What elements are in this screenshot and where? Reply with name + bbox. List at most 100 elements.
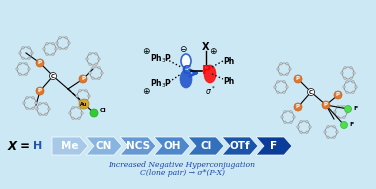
Circle shape (36, 59, 44, 67)
Text: NCS: NCS (126, 141, 150, 151)
Circle shape (88, 95, 90, 97)
Text: $\oplus$: $\oplus$ (209, 46, 217, 56)
Circle shape (25, 73, 27, 75)
Circle shape (48, 108, 50, 110)
Text: Me: Me (61, 141, 79, 151)
Circle shape (19, 52, 21, 54)
Circle shape (355, 86, 357, 88)
Circle shape (277, 81, 279, 83)
Circle shape (344, 67, 346, 69)
Circle shape (324, 131, 326, 133)
Polygon shape (52, 137, 88, 155)
Circle shape (280, 73, 282, 75)
Circle shape (25, 63, 27, 65)
Text: Ph: Ph (223, 57, 234, 66)
Circle shape (286, 63, 288, 65)
Circle shape (98, 58, 100, 60)
Polygon shape (256, 137, 292, 155)
Circle shape (39, 103, 41, 105)
Circle shape (89, 72, 91, 74)
Text: CN: CN (96, 141, 112, 151)
Circle shape (277, 68, 279, 70)
Circle shape (55, 48, 57, 50)
Circle shape (28, 47, 30, 49)
Circle shape (352, 81, 354, 83)
Circle shape (284, 121, 286, 123)
Circle shape (22, 47, 24, 49)
Circle shape (56, 42, 58, 44)
Circle shape (283, 81, 285, 83)
Text: C: C (309, 90, 313, 94)
Circle shape (352, 91, 354, 93)
Circle shape (300, 121, 302, 123)
Circle shape (23, 102, 25, 104)
Circle shape (350, 67, 352, 69)
Circle shape (337, 116, 339, 118)
Ellipse shape (204, 65, 216, 83)
Circle shape (78, 107, 80, 109)
Text: F: F (353, 106, 357, 112)
Circle shape (76, 95, 78, 97)
Polygon shape (120, 137, 156, 155)
Circle shape (65, 37, 67, 39)
Text: P: P (336, 92, 340, 98)
Text: C: C (182, 64, 191, 77)
Circle shape (89, 63, 91, 65)
Circle shape (43, 48, 45, 50)
Text: P: P (202, 64, 211, 77)
Circle shape (79, 99, 89, 109)
Text: $\oplus$: $\oplus$ (142, 46, 150, 56)
Circle shape (286, 86, 288, 88)
Text: X =: X = (8, 139, 31, 153)
Circle shape (98, 77, 100, 79)
Ellipse shape (180, 70, 192, 88)
Circle shape (35, 102, 37, 104)
Polygon shape (86, 137, 122, 155)
Circle shape (101, 72, 103, 74)
Circle shape (65, 47, 67, 49)
Circle shape (344, 105, 352, 112)
Circle shape (343, 106, 345, 108)
Circle shape (308, 88, 314, 95)
Circle shape (274, 86, 276, 88)
Circle shape (336, 131, 338, 133)
Text: P: P (38, 88, 42, 94)
Circle shape (52, 53, 54, 55)
Circle shape (289, 68, 291, 70)
Circle shape (59, 47, 61, 49)
Text: C: C (51, 74, 55, 78)
Circle shape (79, 75, 87, 83)
Text: $\ominus$: $\ominus$ (179, 44, 187, 54)
Circle shape (327, 136, 329, 138)
Text: Au: Au (80, 101, 88, 106)
Circle shape (334, 91, 342, 99)
Text: $\oplus$: $\oplus$ (142, 86, 150, 96)
Circle shape (69, 112, 71, 114)
Circle shape (16, 68, 18, 70)
Circle shape (72, 117, 74, 119)
Text: F: F (270, 141, 277, 151)
Circle shape (45, 103, 47, 105)
Text: Cl: Cl (100, 108, 107, 114)
Polygon shape (188, 137, 224, 155)
Circle shape (39, 113, 41, 115)
Circle shape (28, 68, 30, 70)
Text: Cl: Cl (200, 141, 212, 151)
Circle shape (32, 107, 34, 109)
Circle shape (290, 111, 292, 113)
Circle shape (327, 126, 329, 128)
Circle shape (341, 122, 347, 129)
Circle shape (293, 116, 295, 118)
Polygon shape (222, 137, 258, 155)
Text: X: X (202, 42, 210, 52)
Circle shape (283, 91, 285, 93)
Circle shape (294, 103, 302, 111)
Text: P: P (81, 77, 85, 81)
Circle shape (46, 53, 48, 55)
Circle shape (68, 42, 70, 44)
Circle shape (284, 111, 286, 113)
Circle shape (98, 67, 100, 69)
Circle shape (26, 107, 28, 109)
Text: H: H (33, 141, 42, 151)
Circle shape (343, 86, 345, 88)
